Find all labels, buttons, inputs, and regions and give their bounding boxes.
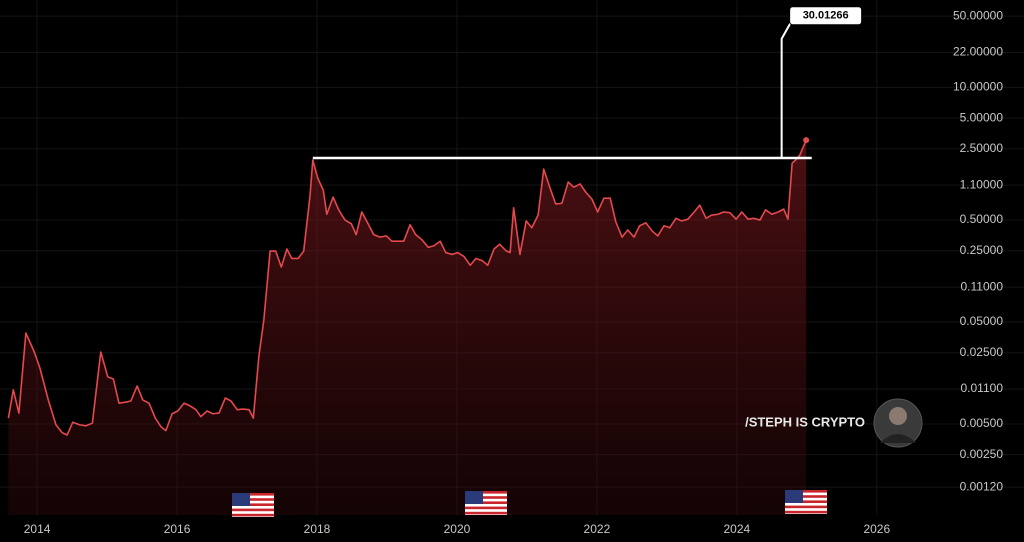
avatar-body: [880, 434, 916, 443]
annotations: 30.01266: [312, 6, 863, 160]
y-tick-label: 0.00120: [960, 479, 1004, 493]
y-tick-label: 2.50000: [960, 141, 1004, 155]
y-tick-label: 0.01100: [961, 381, 1004, 395]
x-tick-label: 2022: [584, 522, 611, 536]
y-tick-label: 5.00000: [960, 110, 1004, 124]
y-tick-label: 22.00000: [953, 45, 1003, 59]
y-tick-label: 0.02500: [960, 345, 1004, 359]
x-tick-label: 2026: [863, 522, 890, 536]
area-fill: [8, 140, 807, 515]
y-tick-label: 0.25000: [960, 243, 1004, 257]
flag-icon: [232, 493, 274, 517]
last-point: [803, 137, 810, 144]
y-tick-label: 0.00250: [960, 447, 1004, 461]
price-line: [7, 139, 807, 436]
y-tick-label: 1.10000: [960, 177, 1004, 191]
target-callout: [789, 6, 863, 26]
x-tick-label: 2016: [164, 522, 191, 536]
y-tick-label: 0.50000: [960, 212, 1004, 226]
x-tick-label: 2014: [24, 522, 51, 536]
plot-area: [7, 137, 810, 515]
axes: 50.00000 22.00000 10.00000 5.00000 2.50000 1.…: [24, 8, 1004, 536]
y-tick-label: 0.05000: [960, 314, 1004, 328]
y-tick-label: 0.11000: [961, 279, 1004, 293]
x-tick-label: 2018: [304, 522, 331, 536]
target-label: 30.01266: [803, 10, 849, 22]
y-tick-label: 10.00000: [953, 80, 1003, 94]
y-tick-label: 0.00500: [960, 416, 1004, 430]
flag-icon: [465, 491, 507, 515]
target-arrow: [780, 22, 792, 159]
watermark: /STEPH IS CRYPTO: [745, 414, 865, 429]
flag-icon: [785, 490, 827, 514]
x-tick-label: 2020: [444, 522, 471, 536]
avatar-head: [889, 407, 907, 425]
x-tick-label: 2024: [724, 522, 751, 536]
y-tick-label: 50.00000: [953, 8, 1003, 22]
